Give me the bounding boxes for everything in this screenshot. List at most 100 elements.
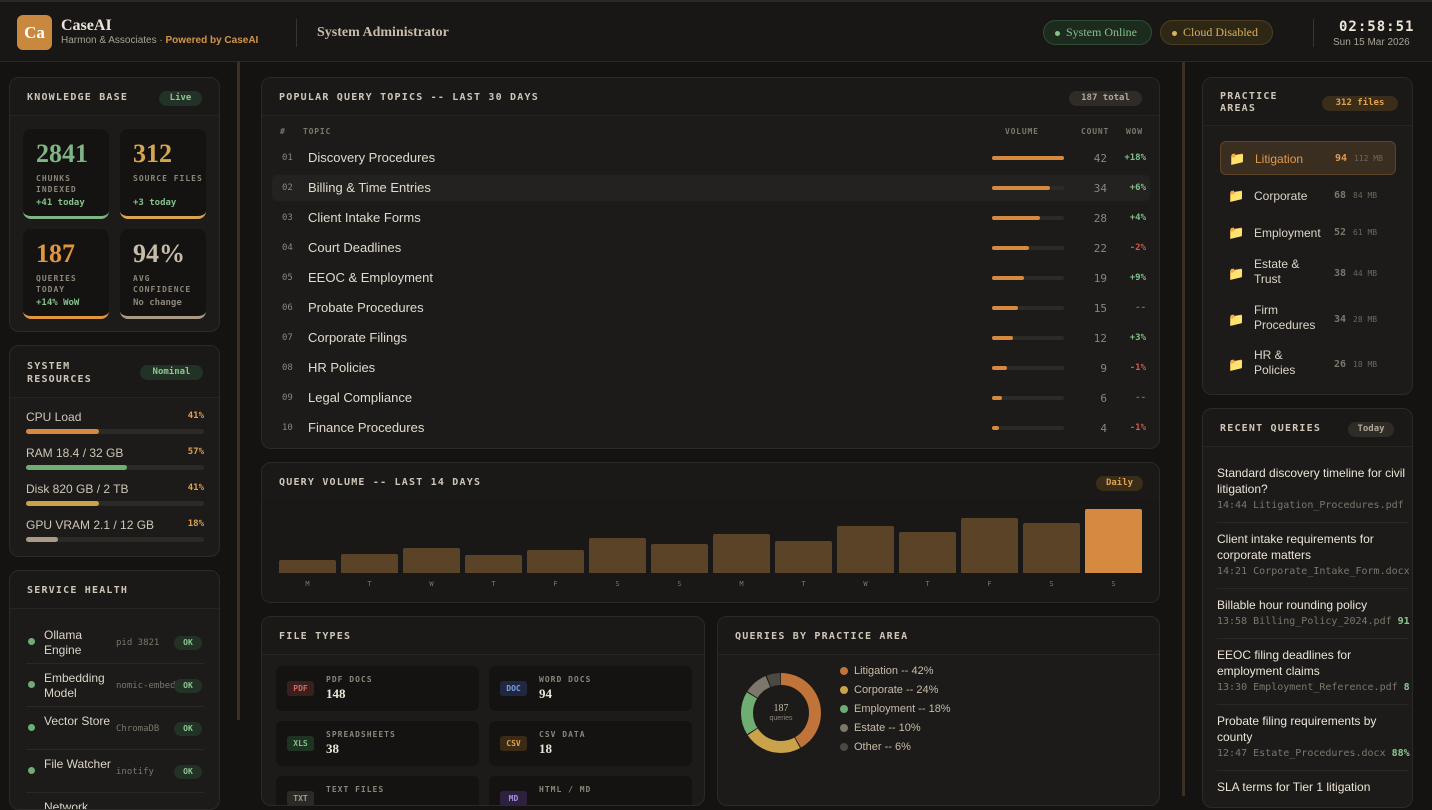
topic-row[interactable]: 08 HR Policies 9 -1% (272, 355, 1150, 381)
topic-count: 6 (1100, 392, 1107, 405)
org-name: Harmon & Associates (61, 35, 157, 46)
volume-bar[interactable] (403, 547, 460, 573)
legend-label: Estate -- 10% (854, 722, 921, 734)
topic-row[interactable]: 06 Probate Procedures 15 -- (272, 295, 1150, 321)
topic-row[interactable]: 10 Finance Procedures 4 -1% (272, 415, 1150, 441)
col-header-volume[interactable]: Volume (1005, 127, 1039, 136)
service-row[interactable]: Vector Store ChromaDB OK (26, 707, 204, 750)
today-badge: Today (1348, 422, 1394, 437)
recent-query-item[interactable]: Client intake requirements for corporate… (1217, 531, 1410, 589)
practice-area-item[interactable]: 📁 Employment 52 61 MB (1220, 216, 1396, 250)
recent-query-item[interactable]: SLA terms for Tier 1 litigation (1217, 779, 1409, 807)
stat-value: 312 (133, 139, 172, 168)
volume-bar[interactable] (465, 554, 522, 573)
volume-bar[interactable] (1085, 509, 1142, 573)
col-header-wow[interactable]: WoW (1126, 127, 1143, 136)
legend-item: Employment -- 18% (840, 703, 951, 715)
practice-area-item[interactable]: 📁 Corporate 68 84 MB (1220, 179, 1396, 213)
practice-area-name: Firm Procedures (1254, 303, 1316, 332)
donut-slice[interactable] (741, 673, 821, 753)
volume-bar[interactable] (589, 538, 646, 573)
volume-bar[interactable] (651, 543, 708, 573)
volume-day-label: M (739, 580, 744, 588)
volume-bar[interactable] (899, 532, 956, 573)
system-online-status[interactable]: System Online (1043, 20, 1152, 45)
recent-query-item[interactable]: Probate filing requirements by county 12:… (1217, 713, 1410, 771)
volume-bar[interactable] (837, 526, 894, 573)
file-type-card[interactable]: TXT Text Files (276, 776, 479, 805)
volume-bar[interactable] (341, 553, 398, 573)
left-scrollbar[interactable] (237, 62, 240, 720)
file-type-label: HTML / MD (539, 785, 592, 794)
topic-count: 42 (1093, 152, 1107, 165)
panel-title: Query Volume -- Last 14 Days (279, 477, 482, 488)
recent-query-item[interactable]: EEOC filing deadlines for employment cla… (1217, 647, 1410, 705)
app-logo[interactable]: Ca (17, 15, 52, 50)
stat-label: Source Files (133, 174, 203, 183)
stat-card: 312 Source Files +3 today (120, 129, 206, 219)
volume-bar[interactable] (1023, 522, 1080, 573)
resource-name: GPU VRAM 2.1 / 12 GB (26, 518, 155, 532)
donut-slice[interactable] (741, 673, 821, 753)
stat-delta: +3 today (133, 198, 177, 208)
service-row[interactable]: Embedding Model nomic-embed OK (26, 664, 204, 707)
cloud-disabled-status[interactable]: Cloud Disabled (1160, 20, 1273, 45)
legend-swatch (840, 724, 848, 732)
file-type-card[interactable]: PDF PDF Docs 148 (276, 666, 479, 711)
topic-row[interactable]: 04 Court Deadlines 22 -2% (272, 235, 1150, 261)
recent-query-item[interactable]: Billable hour rounding policy 13:58 Billi… (1217, 597, 1410, 639)
topic-row[interactable]: 07 Corporate Filings 12 +3% (272, 325, 1150, 351)
volume-day-label: M (305, 580, 310, 588)
panel-header: Query Volume -- Last 14 Days Daily (262, 463, 1159, 501)
org-line: Harmon & Associates · Powered by CaseAI (61, 35, 258, 46)
daily-badge[interactable]: Daily (1096, 476, 1143, 491)
service-row[interactable]: File Watcher inotify OK (26, 750, 204, 793)
topic-count: 9 (1100, 362, 1107, 375)
query-source-file: Corporate_Intake_Form.docx (1253, 566, 1410, 577)
volume-fill (992, 336, 1013, 340)
ok-badge: OK (174, 722, 202, 736)
volume-bar[interactable] (713, 534, 770, 573)
service-row[interactable]: Ollama Engine pid 3821 OK (26, 621, 204, 664)
topic-name: Legal Compliance (308, 390, 413, 405)
practice-area-item[interactable]: 📁 HR & Policies 26 18 MB (1220, 345, 1396, 385)
legend-label: Employment -- 18% (854, 703, 951, 715)
col-header-topic[interactable]: Topic (303, 127, 332, 136)
file-type-card[interactable]: DOC Word Docs 94 (489, 666, 692, 711)
legend-swatch (840, 686, 848, 694)
topic-row[interactable]: 01 Discovery Procedures 42 +18% (272, 145, 1150, 171)
practice-area-item[interactable]: 📁 Litigation 94 112 MB (1220, 141, 1396, 175)
center-scrollbar[interactable] (1182, 62, 1185, 796)
query-meta: 14:21 Corporate_Intake_Form.docx (1217, 566, 1410, 577)
file-type-card[interactable]: MD HTML / MD (489, 776, 692, 805)
topic-name: Court Deadlines (308, 240, 402, 255)
practice-area-size: 84 MB (1353, 191, 1378, 200)
practice-area-item[interactable]: 📁 Firm Procedures 34 28 MB (1220, 300, 1396, 340)
practice-area-item[interactable]: 📁 Estate & Trust 38 44 MB (1220, 254, 1396, 294)
topic-name: EEOC & Employment (308, 270, 433, 285)
topic-row[interactable]: 05 EEOC & Employment 19 +9% (272, 265, 1150, 291)
topic-row[interactable]: 02 Billing & Time Entries 34 +6% (272, 175, 1150, 201)
volume-bar[interactable] (279, 560, 336, 573)
legend-item: Litigation -- 42% (840, 665, 934, 677)
file-type-card[interactable]: XLS Spreadsheets 38 (276, 721, 479, 766)
query-source-file: Estate_Procedures.docx (1253, 748, 1386, 759)
col-header-count[interactable]: Count (1081, 127, 1110, 136)
stat-value: 187 (36, 239, 75, 268)
query-score: 88% (1391, 748, 1410, 759)
stat-card: 94% Avg Confidence No change (120, 229, 206, 319)
file-type-card[interactable]: CSV CSV Data 18 (489, 721, 692, 766)
volume-bar[interactable] (527, 549, 584, 573)
topic-row[interactable]: 03 Client Intake Forms 28 +4% (272, 205, 1150, 231)
topic-count: 19 (1093, 272, 1107, 285)
recent-query-item[interactable]: Standard discovery timeline for civil li… (1217, 465, 1409, 523)
donut-slice[interactable] (741, 673, 821, 753)
topic-row[interactable]: 09 Legal Compliance 6 -- (272, 385, 1150, 411)
topic-count: 15 (1093, 302, 1107, 315)
volume-bar[interactable] (775, 541, 832, 573)
query-meta: 13:30 Employment_Reference.pdf 8 (1217, 682, 1410, 693)
panel-header: Service Health (10, 571, 219, 609)
service-meta: inotify (116, 766, 154, 777)
volume-bar[interactable] (961, 517, 1018, 573)
resource-row: RAM 18.4 / 32 GB 57% (26, 446, 204, 478)
